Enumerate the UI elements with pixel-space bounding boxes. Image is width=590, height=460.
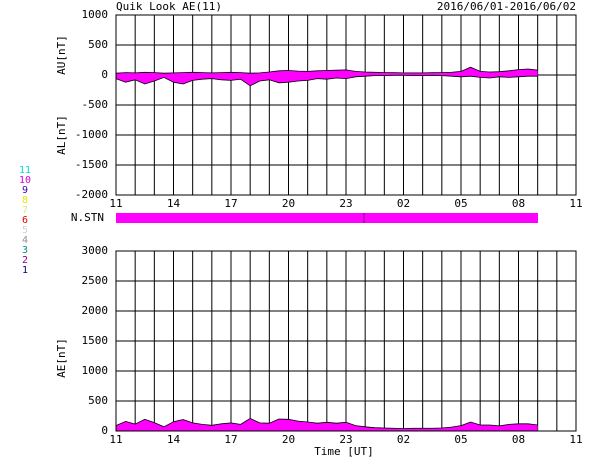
y-tick-label: -1500 xyxy=(75,158,108,171)
y-axis-label: AE[nT] xyxy=(55,338,68,378)
y-tick-label: -500 xyxy=(82,98,109,111)
x-tick-label: 17 xyxy=(224,197,237,210)
plot-frame xyxy=(115,14,577,196)
station-number: 7 xyxy=(22,205,28,216)
x-tick-label: 05 xyxy=(454,433,467,446)
station-bar xyxy=(116,213,538,223)
y-tick-label: -1000 xyxy=(75,128,108,141)
x-tick-label: 11 xyxy=(569,433,582,446)
station-number: 6 xyxy=(22,215,28,226)
x-tick-label: 05 xyxy=(454,197,467,210)
y-axis-label: AU[nT] xyxy=(55,35,68,75)
area xyxy=(116,418,538,431)
area xyxy=(116,75,538,86)
station-number: 9 xyxy=(22,185,28,196)
y-tick-label: 3000 xyxy=(82,244,109,257)
x-tick-label: 11 xyxy=(569,197,582,210)
x-tick-label: 02 xyxy=(397,433,410,446)
area xyxy=(116,67,538,75)
y-tick-label: 2500 xyxy=(82,274,109,287)
y-tick-label: 0 xyxy=(101,68,108,81)
y-tick-label: 2000 xyxy=(82,304,109,317)
x-tick-label: 17 xyxy=(224,433,237,446)
station-number: 3 xyxy=(22,245,28,256)
y-tick-label: -2000 xyxy=(75,188,108,201)
station-number: 4 xyxy=(22,235,28,246)
x-axis-label: Time [UT] xyxy=(314,445,374,458)
x-tick-label: 14 xyxy=(167,197,181,210)
line xyxy=(115,66,538,74)
x-tick-label: 08 xyxy=(512,197,525,210)
x-tick-label: 14 xyxy=(167,433,181,446)
line xyxy=(115,74,538,87)
x-tick-label: 11 xyxy=(109,197,122,210)
x-tick-label: 11 xyxy=(109,433,122,446)
x-tick-label: 20 xyxy=(282,197,295,210)
date-range: 2016/06/01-2016/06/02 xyxy=(437,0,576,13)
x-tick-label: 20 xyxy=(282,433,295,446)
station-number: 5 xyxy=(22,225,28,236)
line xyxy=(115,417,538,430)
station-number: 2 xyxy=(22,255,28,266)
station-number: 10 xyxy=(19,175,31,186)
y-tick-label: 0 xyxy=(101,424,108,437)
y-tick-label: 1000 xyxy=(82,8,109,21)
y-axis-label: AL[nT] xyxy=(55,115,68,155)
station-label: N.STN xyxy=(71,211,104,224)
y-tick-label: 500 xyxy=(88,394,108,407)
x-tick-label: 02 xyxy=(397,197,410,210)
x-tick-label: 23 xyxy=(339,433,352,446)
title: Quik Look AE(11) xyxy=(116,0,222,13)
station-number: 1 xyxy=(22,265,28,276)
y-tick-label: 1500 xyxy=(82,334,109,347)
y-tick-label: 500 xyxy=(88,38,108,51)
plot-frame xyxy=(115,250,577,432)
station-number: 11 xyxy=(19,165,31,176)
x-tick-label: 08 xyxy=(512,433,525,446)
x-tick-label: 23 xyxy=(339,197,352,210)
y-tick-label: 1000 xyxy=(82,364,109,377)
station-number: 8 xyxy=(22,195,28,206)
